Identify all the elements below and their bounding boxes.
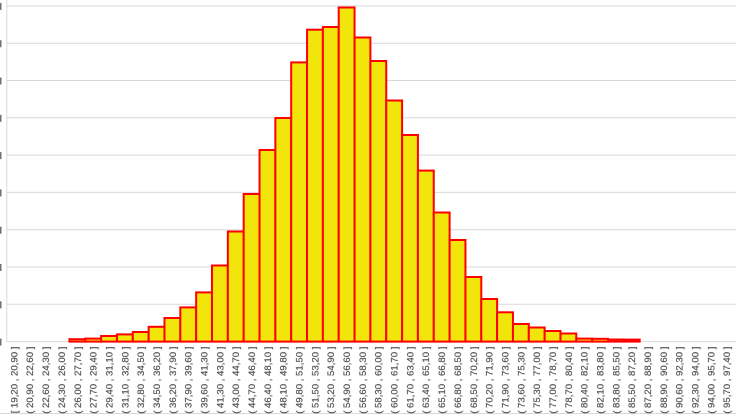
svg-text:( 20,90 , 22,60 ]: ( 20,90 , 22,60 ] [25,347,36,414]
svg-text:( 32,80 , 34,50 ]: ( 32,80 , 34,50 ] [136,347,147,414]
svg-text:( 24,30 , 26,00 ]: ( 24,30 , 26,00 ] [57,347,68,414]
svg-text:( 26,00 , 27,70 ]: ( 26,00 , 27,70 ] [73,347,84,414]
svg-text:( 63,40 , 65,10 ]: ( 63,40 , 65,10 ] [421,347,432,414]
svg-text:( 29,40 , 31,10 ]: ( 29,40 , 31,10 ] [104,347,115,414]
svg-text:( 95,70 , 97,40 ]: ( 95,70 , 97,40 ] [722,347,733,414]
svg-text:( 71,90 , 73,60 ]: ( 71,90 , 73,60 ] [500,347,511,414]
svg-text:( 92,30 , 94,00 ]: ( 92,30 , 94,00 ] [691,347,702,414]
svg-text:( 51,50 , 53,20 ]: ( 51,50 , 53,20 ] [310,347,321,414]
svg-text:( 36,20 , 37,90 ]: ( 36,20 , 37,90 ] [168,347,179,414]
svg-text:( 44,70 , 46,40 ]: ( 44,70 , 46,40 ] [247,347,258,414]
svg-text:( 94,00 , 95,70 ]: ( 94,00 , 95,70 ] [706,347,717,414]
svg-text:( 53,20 , 54,90 ]: ( 53,20 , 54,90 ] [326,347,337,414]
svg-text:( 43,00 , 44,70 ]: ( 43,00 , 44,70 ] [231,347,242,414]
svg-text:( 80,40 , 82,10 ]: ( 80,40 , 82,10 ] [580,347,591,414]
svg-text:( 22,60 , 24,30 ]: ( 22,60 , 24,30 ] [41,347,52,414]
svg-text:( 56,60 , 58,30 ]: ( 56,60 , 58,30 ] [358,347,369,414]
svg-text:( 77,00 , 78,70 ]: ( 77,00 , 78,70 ] [548,347,559,414]
svg-text:( 68,50 , 70,20 ]: ( 68,50 , 70,20 ] [469,347,480,414]
svg-text:( 37,90 , 39,60 ]: ( 37,90 , 39,60 ] [184,347,195,414]
svg-text:( 87,20 , 88,90 ]: ( 87,20 , 88,90 ] [643,347,654,414]
svg-text:( 58,30 , 60,00 ]: ( 58,30 , 60,00 ] [374,347,385,414]
svg-text:( 46,40 , 48,10 ]: ( 46,40 , 48,10 ] [263,347,274,414]
svg-text:( 41,30 , 43,00 ]: ( 41,30 , 43,00 ] [215,347,226,414]
svg-text:( 82,10 , 83,80 ]: ( 82,10 , 83,80 ] [595,347,606,414]
svg-text:( 85,50 , 87,20 ]: ( 85,50 , 87,20 ] [627,347,638,414]
svg-text:( 70,20 , 71,90 ]: ( 70,20 , 71,90 ] [485,347,496,414]
svg-text:( 73,60 , 75,30 ]: ( 73,60 , 75,30 ] [516,347,527,414]
svg-text:( 90,60 , 92,30 ]: ( 90,60 , 92,30 ] [675,347,686,414]
svg-text:( 83,80 , 85,50 ]: ( 83,80 , 85,50 ] [611,347,622,414]
svg-text:[ 19,20 , 20,90 ]: [ 19,20 , 20,90 ] [9,347,20,414]
svg-text:( 65,10 , 66,80 ]: ( 65,10 , 66,80 ] [437,347,448,414]
svg-text:( 60,00 , 61,70 ]: ( 60,00 , 61,70 ] [390,347,401,414]
svg-text:( 39,60 , 41,30 ]: ( 39,60 , 41,30 ] [199,347,210,414]
svg-text:( 75,30 , 77,00 ]: ( 75,30 , 77,00 ] [532,347,543,414]
svg-text:( 88,90 , 90,60 ]: ( 88,90 , 90,60 ] [659,347,670,414]
svg-text:( 54,90 , 56,60 ]: ( 54,90 , 56,60 ] [342,347,353,414]
svg-text:( 48,10 , 49,80 ]: ( 48,10 , 49,80 ] [279,347,290,414]
svg-text:( 61,70 , 63,40 ]: ( 61,70 , 63,40 ] [405,347,416,414]
svg-text:( 49,80 , 51,50 ]: ( 49,80 , 51,50 ] [295,347,306,414]
svg-text:( 78,70 , 80,40 ]: ( 78,70 , 80,40 ] [564,347,575,414]
svg-text:( 66,80 , 68,50 ]: ( 66,80 , 68,50 ] [453,347,464,414]
svg-text:( 31,10 , 32,80 ]: ( 31,10 , 32,80 ] [120,347,131,414]
svg-text:( 34,50 , 36,20 ]: ( 34,50 , 36,20 ] [152,347,163,414]
svg-text:( 27,70 , 29,40 ]: ( 27,70 , 29,40 ] [89,347,100,414]
